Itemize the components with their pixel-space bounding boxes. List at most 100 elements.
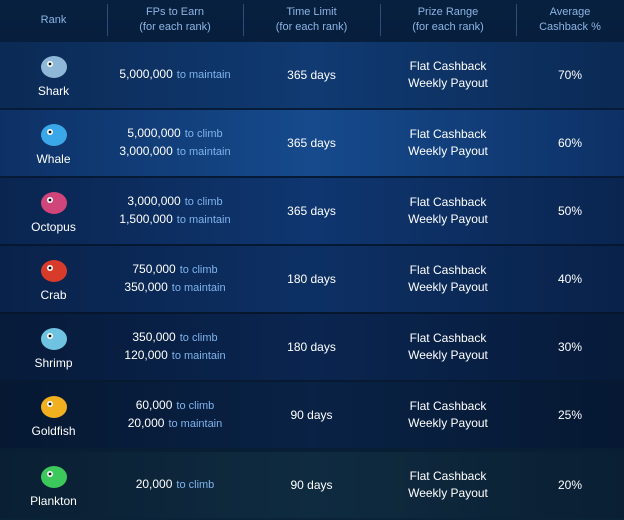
time-limit: 180 days: [287, 271, 336, 286]
table-cell: Flat Cashback Weekly Payout: [380, 42, 516, 108]
table-cell: Flat Cashback Weekly Payout: [380, 314, 516, 380]
rank-icon: [40, 465, 67, 488]
fp-line: 5,000,000 to climb: [127, 125, 222, 143]
table-cell: Goldfish: [0, 382, 107, 448]
fp-amount: 120,000: [124, 348, 168, 362]
icon-body: [40, 327, 67, 350]
table-cell: Crab: [0, 246, 107, 312]
divider: [243, 4, 244, 36]
header-text: Cashback %: [539, 21, 601, 33]
table-cell: Whale: [0, 110, 107, 176]
cashback: 20%: [557, 477, 583, 492]
table-cell: 40%: [516, 246, 624, 312]
prize-text: Weekly Payout: [408, 280, 488, 294]
icon-pupil: [48, 472, 51, 475]
rank-name: Shark: [37, 83, 70, 98]
table-cell: Flat Cashback Weekly Payout: [380, 246, 516, 312]
table-cell: 60,000 to climb 20,000 to maintain: [107, 382, 243, 448]
fp-qualifier: to climb: [184, 196, 223, 208]
header-text: (for each rank): [275, 21, 348, 33]
table-cell: 365 days: [243, 110, 380, 176]
fp-amount: 350,000: [132, 330, 176, 344]
fp-qualifier: to maintain: [168, 418, 223, 430]
table-cell: 180 days: [243, 246, 380, 312]
cashback: 25%: [557, 407, 583, 422]
fp-amount: 3,000,000: [127, 194, 181, 208]
fp-line: 1,500,000 to maintain: [119, 211, 230, 229]
fp-amount: 5,000,000: [127, 126, 181, 140]
fp-line: 350,000 to maintain: [124, 279, 225, 297]
icon-body: [40, 55, 67, 78]
table-cell: 60%: [516, 110, 624, 176]
fp-amount: 20,000: [135, 477, 173, 491]
rank-icon: [40, 123, 67, 146]
table-row: Whale 5,000,000 to climb 3,000,000 to mainta…: [0, 110, 624, 176]
table-cell: Flat Cashback Weekly Payout: [380, 178, 516, 244]
table-cell: 180 days: [243, 314, 380, 380]
prize-text: Weekly Payout: [408, 486, 488, 500]
prize-text: Flat Cashback: [409, 195, 487, 209]
rank-icon: [40, 259, 67, 282]
prize-text: Weekly Payout: [408, 144, 488, 158]
table-row: Shrimp 350,000 to climb 120,000 to maintain 1…: [0, 314, 624, 380]
rank-icon: [40, 327, 67, 350]
table-cell: 365 days: [243, 178, 380, 244]
table-row: Goldfish 60,000 to climb 20,000 to maintain 9…: [0, 382, 624, 448]
icon-pupil: [48, 402, 51, 405]
icon-pupil: [48, 334, 51, 337]
fp-amount: 5,000,000: [119, 67, 173, 81]
time-limit: 90 days: [290, 477, 333, 492]
icon-pupil: [48, 130, 51, 133]
header-cell: Prize Range (for each rank): [380, 0, 516, 40]
divider: [380, 4, 381, 36]
icon-body: [40, 465, 67, 488]
fp-line: 20,000 to climb: [136, 476, 215, 494]
rank-icon: [40, 191, 67, 214]
table-cell: 3,000,000 to climb 1,500,000 to maintain: [107, 178, 243, 244]
icon-pupil: [48, 198, 51, 201]
table-cell: Flat Cashback Weekly Payout: [380, 382, 516, 448]
fp-line: 120,000 to maintain: [124, 347, 225, 365]
fp-line: 3,000,000 to maintain: [119, 143, 230, 161]
icon-body: [40, 191, 67, 214]
rank-name: Crab: [40, 287, 67, 302]
table-cell: 90 days: [243, 382, 380, 448]
table-cell: Shrimp: [0, 314, 107, 380]
divider: [107, 4, 108, 36]
header-text: Prize Range: [417, 6, 479, 18]
prize-text: Weekly Payout: [408, 348, 488, 362]
prize-text: Weekly Payout: [408, 76, 488, 90]
fp-qualifier: to climb: [179, 332, 218, 344]
header-text: Rank: [40, 13, 67, 26]
cashback: 50%: [557, 203, 583, 218]
rank-name: Octopus: [31, 219, 76, 234]
table-cell: Shark: [0, 42, 107, 108]
prize-text: Flat Cashback: [409, 331, 487, 345]
table-row: Octopus 3,000,000 to climb 1,500,000 to main…: [0, 178, 624, 244]
icon-body: [40, 259, 67, 282]
header-text: Average: [549, 6, 591, 18]
header-text: (for each rank): [412, 21, 484, 33]
table-cell: 5,000,000 to maintain: [107, 42, 243, 108]
prize-text: Flat Cashback: [409, 127, 487, 141]
rank-name: Shrimp: [34, 355, 73, 370]
cashback: 30%: [557, 339, 583, 354]
table-cell: 350,000 to climb 120,000 to maintain: [107, 314, 243, 380]
fp-line: 5,000,000 to maintain: [119, 66, 230, 84]
fp-qualifier: to maintain: [176, 214, 231, 226]
prize-text: Flat Cashback: [409, 399, 487, 413]
table-cell: 50%: [516, 178, 624, 244]
table-cell: Flat Cashback Weekly Payout: [380, 452, 516, 518]
table-cell: 25%: [516, 382, 624, 448]
icon-body: [40, 123, 67, 146]
prize-text: Flat Cashback: [409, 59, 487, 73]
icon-pupil: [48, 62, 51, 65]
table-row: Crab 750,000 to climb 350,000 to maintain 180…: [0, 246, 624, 312]
prize-text: Weekly Payout: [408, 416, 488, 430]
prize-text: Weekly Payout: [408, 212, 488, 226]
cashback: 60%: [557, 135, 583, 150]
table-cell: Flat Cashback Weekly Payout: [380, 110, 516, 176]
fp-qualifier: to climb: [184, 128, 223, 140]
cashback: 70%: [557, 67, 583, 82]
